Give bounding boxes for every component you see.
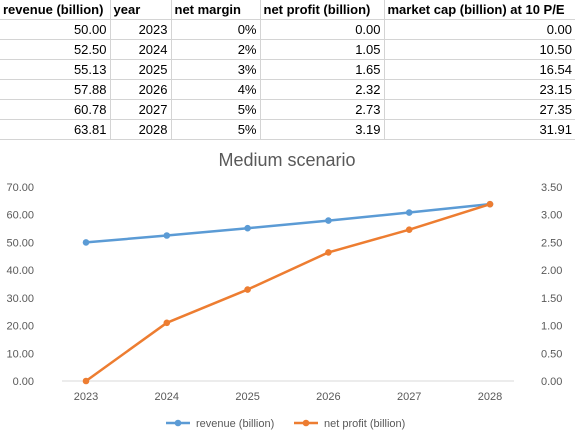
legend-swatch-marker (174, 419, 182, 427)
header-cell-year[interactable]: year (109, 0, 172, 20)
cell[interactable]: 52.50 (0, 39, 111, 60)
header-cell-net-margin[interactable]: net margin (170, 0, 261, 20)
series-layer (82, 200, 494, 385)
y-right-tick-label: 2.50 (541, 237, 562, 249)
y-left-tick-label: 40.00 (6, 265, 34, 277)
table-row: 63.81 2028 5% 3.19 31.91 (0, 119, 575, 140)
y-right-tick-label: 0.50 (541, 348, 562, 360)
cell[interactable]: 5% (170, 99, 261, 120)
header-cell-revenue[interactable]: revenue (billion) (0, 0, 111, 20)
cell[interactable]: 57.88 (0, 79, 111, 100)
x-tick-label: 2025 (235, 391, 259, 403)
data-point (325, 217, 332, 224)
cell[interactable]: 0.00 (259, 19, 385, 40)
y-right-tick-label: 3.00 (541, 210, 562, 222)
cell[interactable]: 63.81 (0, 119, 111, 140)
y-left-tick-label: 30.00 (6, 293, 34, 305)
table-row: 60.78 2027 5% 2.73 27.35 (0, 99, 575, 120)
y-right-tick-label: 1.00 (541, 321, 562, 333)
data-point (244, 224, 251, 232)
data-point (486, 200, 494, 208)
legend-label: net profit (billion) (324, 418, 405, 430)
series-line (85, 202, 491, 244)
cell[interactable]: 3.19 (259, 119, 385, 140)
cell[interactable]: 0% (170, 19, 261, 40)
cell[interactable]: 2025 (109, 59, 172, 80)
legend-swatch-marker (302, 419, 310, 427)
table-row: 57.88 2026 4% 2.32 23.15 (0, 79, 575, 100)
y-left-tick-label: 0.00 (13, 376, 34, 388)
y-right-tick-label: 1.50 (541, 293, 562, 305)
y-left-tick-label: 20.00 (6, 321, 34, 333)
line-chart[interactable]: Medium scenario 0.00 10.00 20.00 30.00 40.00… (0, 140, 575, 440)
y-right-tick-label: 0.00 (541, 376, 562, 388)
y-axis-right: 0.00 0.50 1.00 1.50 2.00 2.50 3.00 3.50 (541, 182, 562, 388)
legend-label: revenue (billion) (196, 418, 274, 430)
data-point (163, 232, 171, 239)
x-tick-label: 2024 (155, 391, 179, 403)
cell[interactable]: 4% (170, 79, 261, 100)
cell[interactable]: 2.73 (259, 99, 385, 120)
table-row: 55.13 2025 3% 1.65 16.54 (0, 59, 575, 80)
data-point (82, 239, 90, 246)
cell[interactable]: 1.05 (259, 39, 385, 60)
y-left-tick-label: 60.00 (6, 210, 34, 222)
x-tick-label: 2023 (74, 391, 98, 403)
y-left-tick-label: 70.00 (6, 182, 34, 194)
data-point (244, 286, 251, 293)
cell[interactable]: 10.50 (383, 39, 575, 60)
cell[interactable]: 2% (170, 39, 261, 60)
x-tick-label: 2027 (397, 391, 421, 403)
chart-title: Medium scenario (218, 150, 355, 170)
data-point (82, 377, 90, 385)
cell[interactable]: 2026 (109, 79, 172, 100)
x-tick-label: 2028 (478, 391, 502, 403)
series-net-profit (82, 200, 494, 385)
legend: revenue (billion) net profit (billion) (166, 418, 405, 430)
header-cell-net-profit[interactable]: net profit (billion) (259, 0, 385, 20)
cell[interactable]: 0.00 (383, 19, 575, 40)
cell[interactable]: 23.15 (383, 79, 575, 100)
cell[interactable]: 2028 (109, 119, 172, 140)
cell[interactable]: 27.35 (383, 99, 575, 120)
cell[interactable]: 2023 (109, 19, 172, 40)
cell[interactable]: 50.00 (0, 19, 111, 40)
y-left-tick-label: 10.00 (6, 348, 34, 360)
cell[interactable]: 1.65 (259, 59, 385, 80)
table-row: 52.50 2024 2% 1.05 10.50 (0, 39, 575, 60)
cell[interactable]: 31.91 (383, 119, 575, 140)
header-row: revenue (billion) year net margin net pr… (0, 0, 575, 20)
cell[interactable]: 2.32 (259, 79, 385, 100)
y-left-tick-label: 50.00 (6, 237, 34, 249)
cell[interactable]: 60.78 (0, 99, 111, 120)
cell[interactable]: 5% (170, 119, 261, 140)
cell[interactable]: 16.54 (383, 59, 575, 80)
y-axis-left: 0.00 10.00 20.00 30.00 40.00 50.00 60.00 70.00 (6, 182, 34, 388)
data-point (405, 209, 413, 216)
cell[interactable]: 55.13 (0, 59, 111, 80)
x-tick-label: 2026 (316, 391, 340, 403)
spreadsheet-table: revenue (billion) year net margin net pr… (0, 0, 575, 140)
y-right-tick-label: 2.00 (541, 265, 562, 277)
cell[interactable]: 2024 (109, 39, 172, 60)
data-point (325, 249, 332, 256)
cell[interactable]: 3% (170, 59, 261, 80)
series-line (85, 202, 491, 383)
y-right-tick-label: 3.50 (541, 182, 562, 194)
data-point (405, 226, 413, 233)
header-cell-market-cap[interactable]: market cap (billion) at 10 P/E (383, 0, 575, 20)
cell[interactable]: 2027 (109, 99, 172, 120)
table-row: 50.00 2023 0% 0.00 0.00 (0, 19, 575, 40)
data-point (163, 319, 171, 327)
x-axis: 2023 2024 2025 2026 2027 2028 (62, 380, 514, 403)
